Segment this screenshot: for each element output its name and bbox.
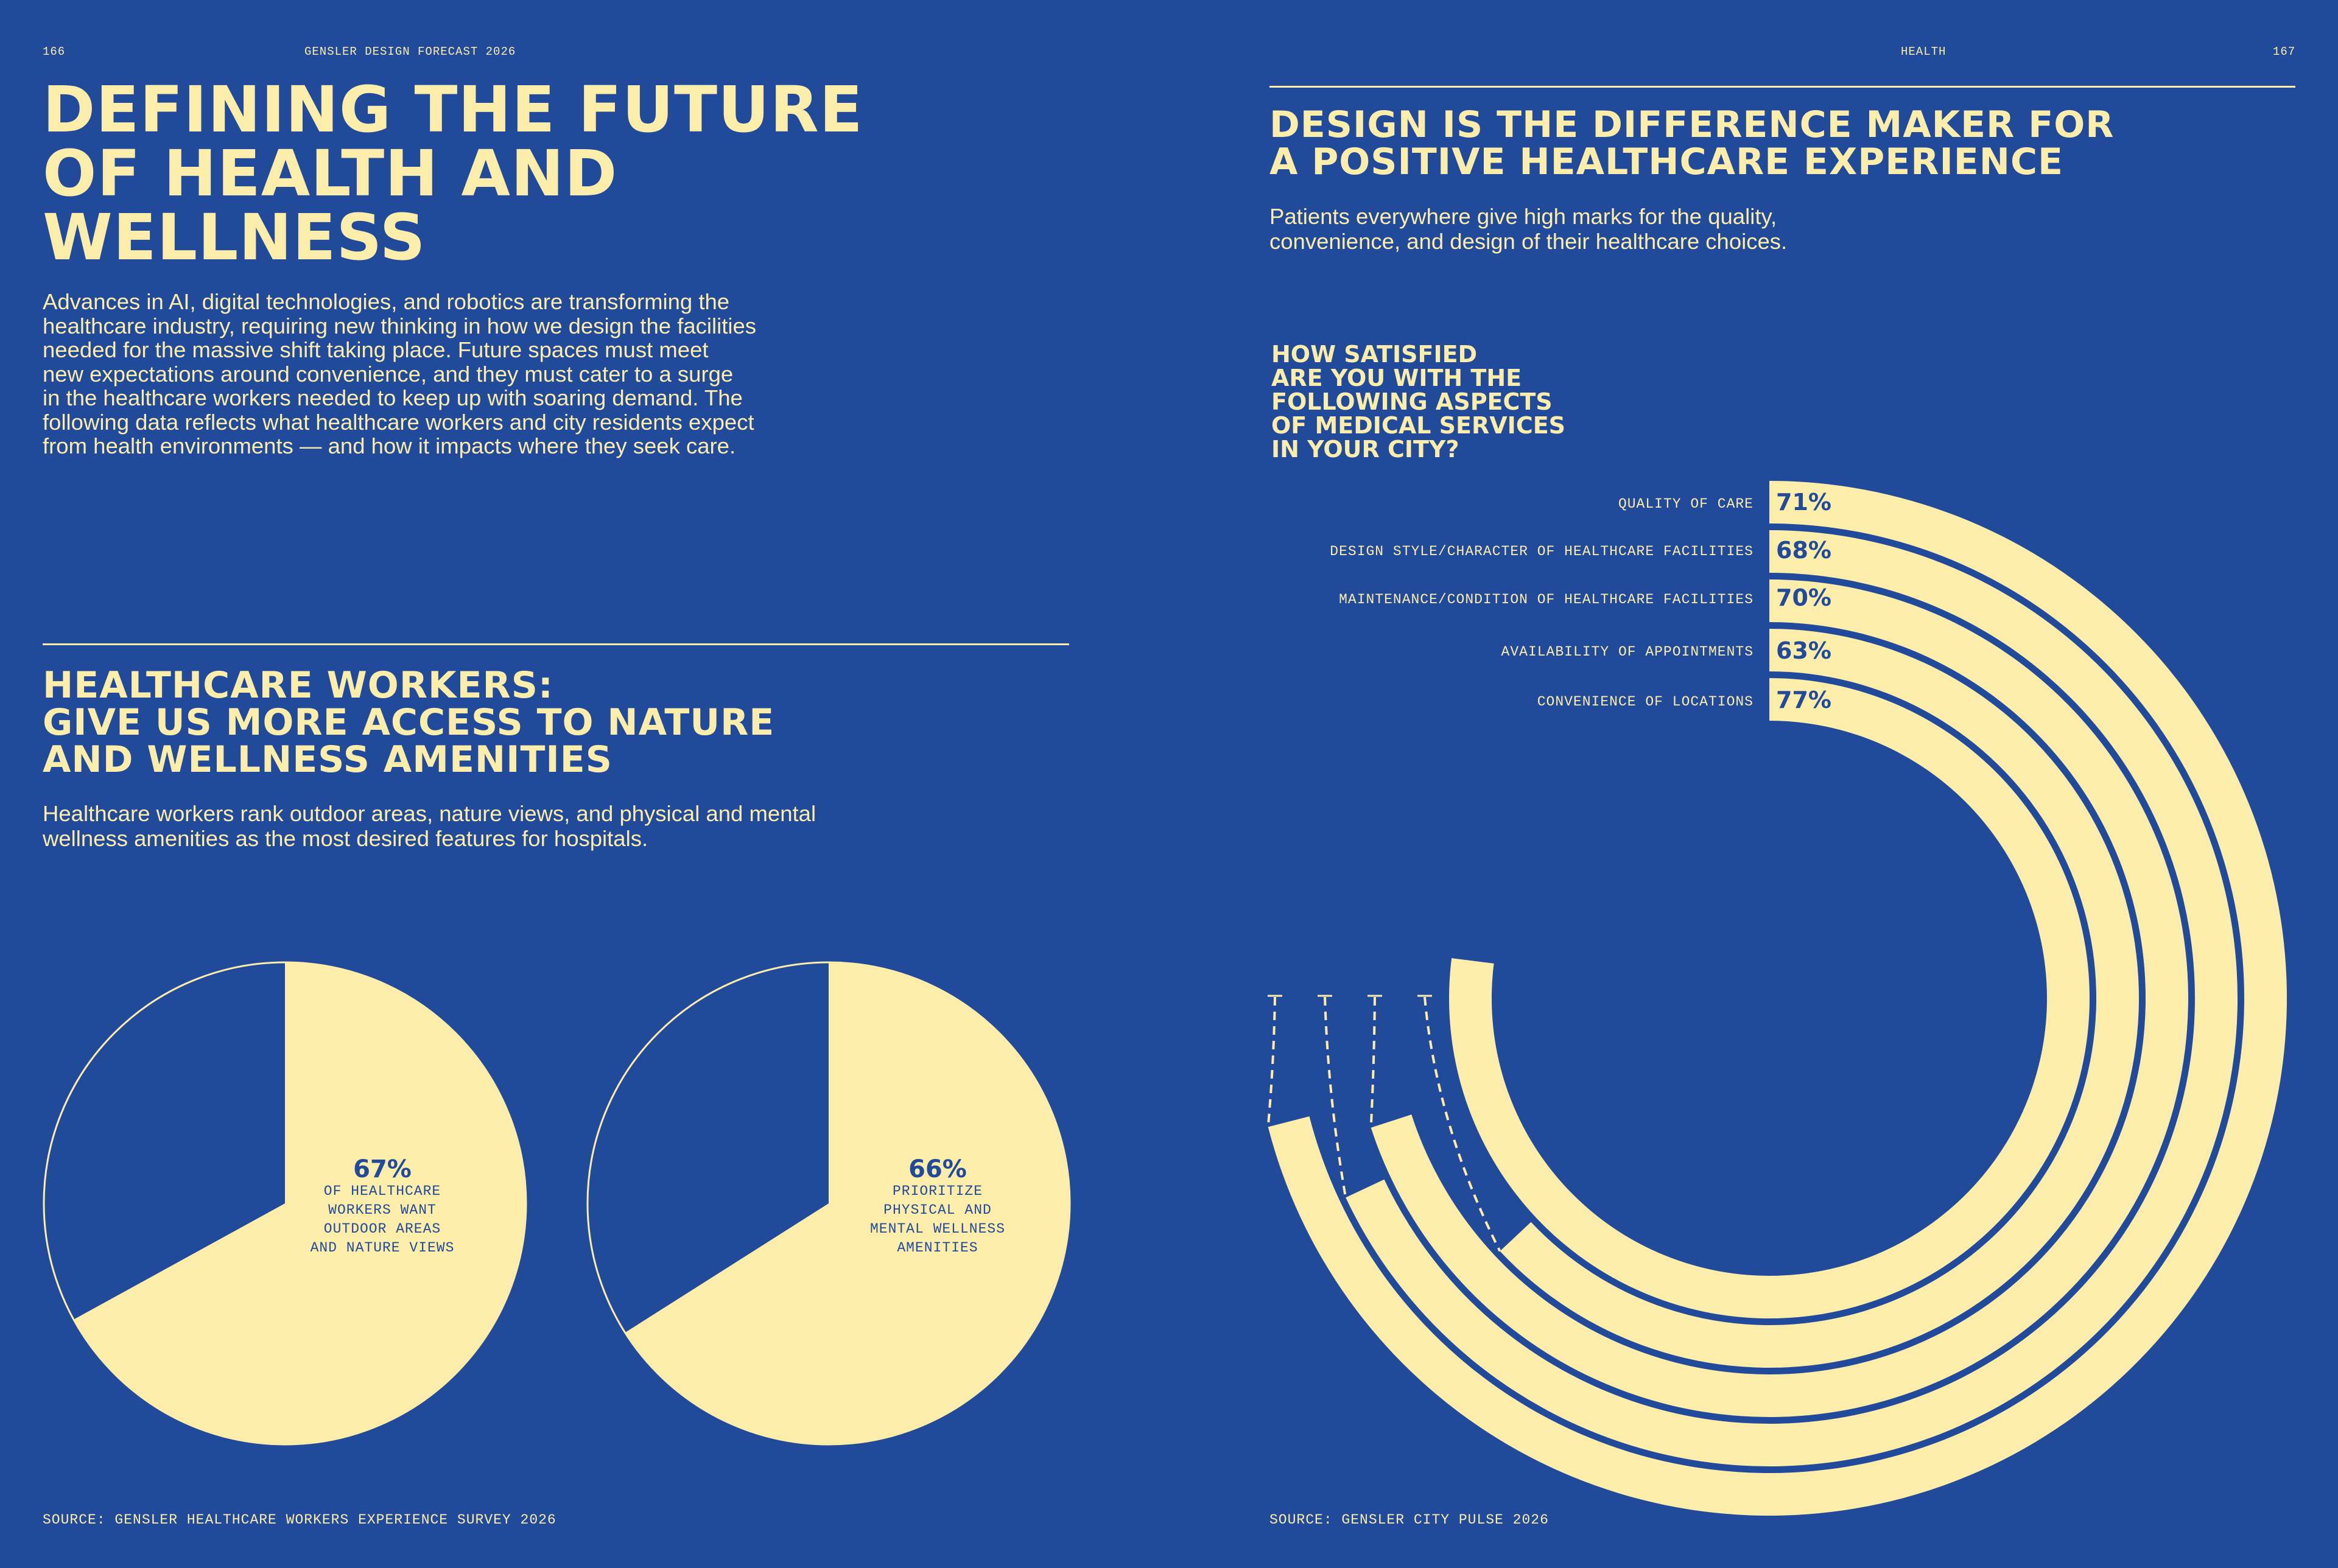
- right-subtitle-line: convenience, and design of their healthc…: [1269, 229, 1788, 254]
- section-body-line: wellness amenities as the most desired f…: [43, 826, 648, 851]
- question-line: IN YOUR CITY?: [1271, 436, 1459, 463]
- pie-1-slice: [73, 962, 527, 1444]
- section-title: HEALTHCARE WORKERS: GIVE US MORE ACCESS …: [43, 667, 774, 779]
- title-line: OF HEALTH AND: [43, 136, 618, 211]
- leader-dashed-line: [1266, 996, 1276, 1127]
- radial-value-label: 68%: [1776, 537, 1831, 564]
- radial-value-label: 70%: [1776, 584, 1831, 611]
- section-title-line: AND WELLNESS AMENITIES: [43, 738, 613, 781]
- pie-2-caption-line: AMENITIES: [897, 1240, 978, 1256]
- radial-category-label: DESIGN STYLE/CHARACTER OF HEALTHCARE FAC…: [1330, 544, 1754, 559]
- right-title: DESIGN IS THE DIFFERENCE MAKER FOR A POS…: [1269, 107, 2114, 181]
- pie-2-value-label: 66%: [908, 1155, 967, 1183]
- question-line: HOW SATISFIED: [1271, 341, 1478, 368]
- page-number-left: 166: [43, 45, 66, 58]
- radial-value-label: 71%: [1776, 489, 1831, 516]
- title-line: WELLNESS: [43, 200, 426, 275]
- pie-1-caption-line: OF HEALTHCARE: [323, 1183, 441, 1199]
- pie-2-caption-line: PHYSICAL AND: [883, 1202, 992, 1218]
- pie-1-caption: 67% OF HEALTHCARE WORKERS WANT OUTDOOR A…: [291, 1157, 474, 1258]
- section-body-line: Healthcare workers rank outdoor areas, n…: [43, 801, 816, 826]
- pie-2-caption-line: MENTAL WELLNESS: [869, 1221, 1006, 1237]
- question-line: ARE YOU WITH THE: [1271, 365, 1522, 391]
- page-number-right: 167: [2273, 45, 2296, 58]
- intro-line: following data reflects what healthcare …: [43, 409, 754, 435]
- right-title-line: DESIGN IS THE DIFFERENCE MAKER FOR: [1269, 103, 2115, 146]
- radial-category-label: MAINTENANCE/CONDITION OF HEALTHCARE FACI…: [1339, 592, 1754, 607]
- leader-dashed-line: [1324, 996, 1347, 1198]
- chart-question: HOW SATISFIED ARE YOU WITH THE FOLLOWING…: [1271, 343, 1637, 461]
- intro-paragraph: Advances in AI, digital technologies, an…: [43, 290, 858, 458]
- right-subtitle: Patients everywhere give high marks for …: [1269, 204, 1787, 254]
- intro-line: new expectations around convenience, and…: [43, 361, 734, 387]
- intro-line: Advances in AI, digital technologies, an…: [43, 289, 730, 314]
- radial-value-label: 77%: [1776, 687, 1831, 713]
- pie-1-caption-line: AND NATURE VIEWS: [310, 1240, 455, 1256]
- section-divider-right: [1269, 86, 2295, 88]
- source-right: SOURCE: GENSLER CITY PULSE 2026: [1269, 1512, 1549, 1528]
- pie-2-caption: 66% PRIORITIZE PHYSICAL AND MENTAL WELLN…: [846, 1157, 1029, 1258]
- leader-dashed-line: [1424, 996, 1501, 1252]
- source-left: SOURCE: GENSLER HEALTHCARE WORKERS EXPER…: [43, 1512, 556, 1528]
- pie-1-value-label: 67%: [353, 1155, 412, 1183]
- intro-line: needed for the massive shift taking plac…: [43, 337, 709, 362]
- right-subtitle-line: Patients everywhere give high marks for …: [1269, 204, 1777, 229]
- section-title-line: GIVE US MORE ACCESS TO NATURE: [43, 701, 775, 744]
- radial-category-label: AVAILABILITY OF APPOINTMENTS: [1501, 644, 1754, 660]
- intro-line: in the healthcare workers needed to keep…: [43, 385, 743, 410]
- radial-bar: [1500, 629, 2140, 1368]
- radial-bar: [1449, 678, 2090, 1318]
- question-line: OF MEDICAL SERVICES: [1271, 412, 1566, 439]
- question-line: FOLLOWING ASPECTS: [1271, 388, 1553, 415]
- radial-category-label: CONVENIENCE OF LOCATIONS: [1537, 694, 1754, 710]
- running-head-right: HEALTH: [1901, 45, 1947, 58]
- intro-line: from health environments — and how it im…: [43, 433, 736, 458]
- radial-value-label: 63%: [1776, 637, 1831, 664]
- section-title-line: HEALTHCARE WORKERS:: [43, 664, 553, 707]
- title-line: DEFINING THE FUTURE: [43, 72, 863, 147]
- intro-line: healthcare industry, requiring new think…: [43, 313, 757, 338]
- right-title-line: A POSITIVE HEALTHCARE EXPERIENCE: [1269, 141, 2063, 183]
- pie-1-caption-line: WORKERS WANT: [328, 1202, 437, 1218]
- leader-dashed-line: [1369, 996, 1376, 1128]
- section-divider-left: [43, 643, 1069, 645]
- radial-category-label: QUALITY OF CARE: [1618, 496, 1754, 512]
- pie-2-slice: [625, 962, 1070, 1445]
- page-title: DEFINING THE FUTURE OF HEALTH AND WELLNE…: [43, 78, 863, 270]
- pie-1-caption-line: OUTDOOR AREAS: [323, 1221, 441, 1237]
- section-body: Healthcare workers rank outdoor areas, n…: [43, 801, 816, 851]
- running-head-left: GENSLER DESIGN FORECAST 2026: [304, 45, 516, 58]
- pie-2-caption-line: PRIORITIZE: [892, 1183, 983, 1199]
